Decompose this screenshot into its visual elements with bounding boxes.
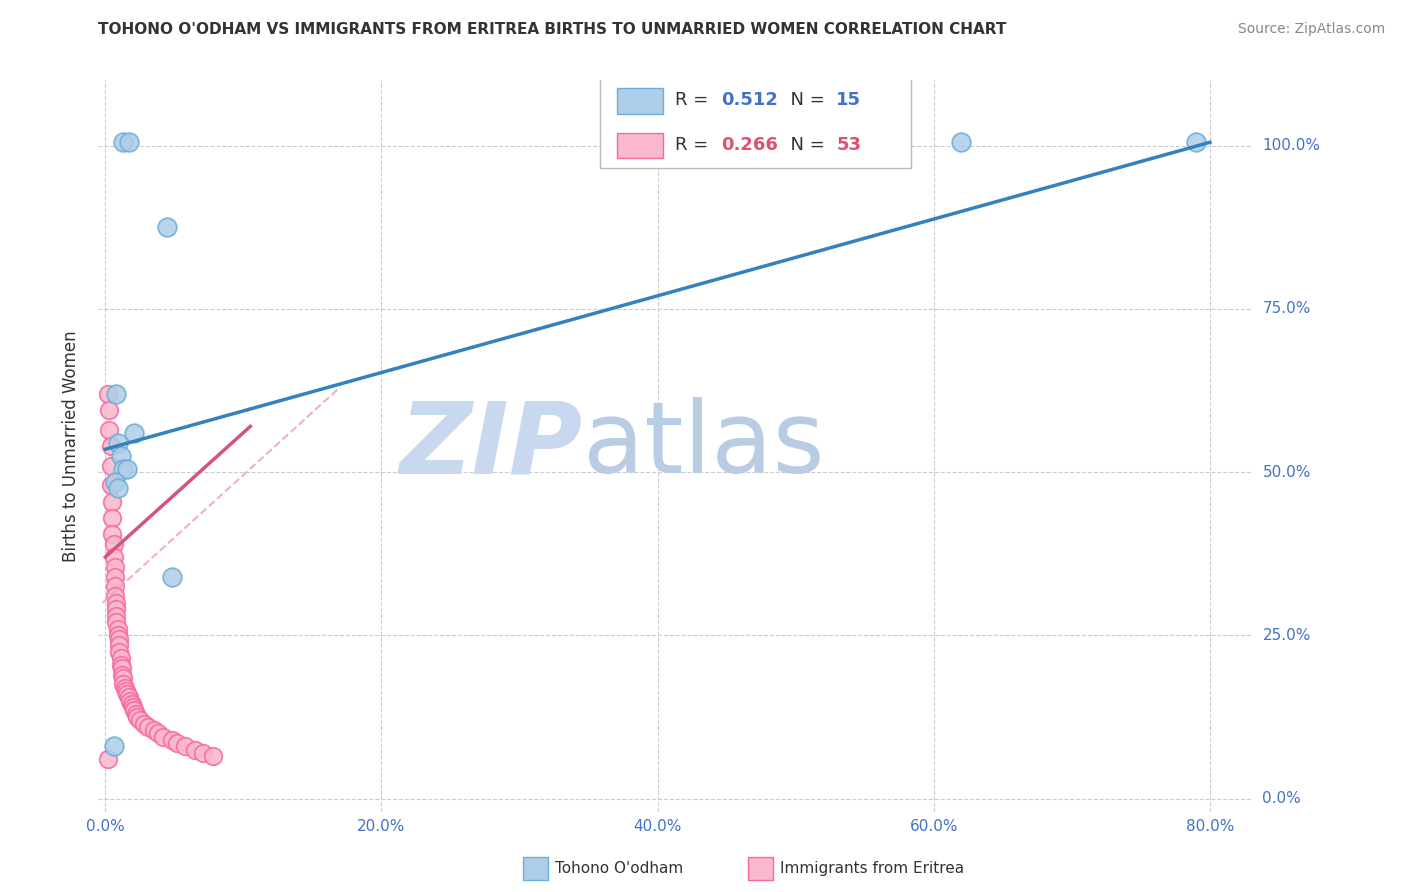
Point bbox=[160, 569, 183, 583]
Point bbox=[104, 579, 127, 593]
Text: 15: 15 bbox=[837, 91, 862, 110]
Point bbox=[107, 435, 129, 450]
Text: N =: N = bbox=[779, 136, 830, 154]
Point bbox=[112, 462, 135, 476]
Point bbox=[105, 608, 128, 623]
Point bbox=[101, 494, 124, 508]
Point bbox=[105, 602, 128, 616]
Point bbox=[108, 632, 131, 646]
Point bbox=[112, 136, 135, 150]
Point bbox=[125, 710, 148, 724]
Point bbox=[100, 439, 122, 453]
Point bbox=[146, 726, 169, 740]
Point bbox=[107, 628, 129, 642]
Point bbox=[122, 700, 145, 714]
Text: 75.0%: 75.0% bbox=[1263, 301, 1310, 317]
Point bbox=[136, 720, 159, 734]
Point bbox=[104, 559, 127, 574]
Point bbox=[97, 386, 120, 401]
Point bbox=[112, 677, 135, 691]
Point bbox=[110, 657, 132, 672]
Point bbox=[118, 136, 141, 150]
Point bbox=[124, 704, 146, 718]
Point bbox=[193, 746, 215, 760]
Point bbox=[110, 449, 132, 463]
Y-axis label: Births to Unmarried Women: Births to Unmarried Women bbox=[62, 330, 80, 562]
Point bbox=[107, 622, 129, 636]
Point bbox=[100, 458, 122, 473]
Point bbox=[111, 667, 134, 681]
Point bbox=[142, 723, 165, 737]
Point bbox=[108, 645, 131, 659]
Point bbox=[115, 684, 138, 698]
Point bbox=[105, 386, 128, 401]
Point bbox=[101, 527, 124, 541]
Point bbox=[110, 651, 132, 665]
Point bbox=[125, 706, 148, 721]
Point bbox=[117, 462, 139, 476]
Point bbox=[107, 482, 129, 496]
Point bbox=[98, 423, 121, 437]
Text: atlas: atlas bbox=[582, 398, 824, 494]
Point bbox=[202, 749, 225, 764]
Point bbox=[132, 716, 155, 731]
Point bbox=[121, 697, 143, 711]
Point bbox=[124, 425, 146, 440]
Point bbox=[950, 136, 973, 150]
Point bbox=[103, 549, 125, 564]
Point bbox=[120, 694, 142, 708]
Text: Immigrants from Eritrea: Immigrants from Eritrea bbox=[780, 862, 965, 876]
FancyBboxPatch shape bbox=[600, 73, 911, 168]
Point bbox=[111, 661, 134, 675]
Point bbox=[184, 742, 207, 756]
Point bbox=[101, 511, 124, 525]
Point bbox=[156, 220, 179, 235]
Text: ZIP: ZIP bbox=[399, 398, 582, 494]
Text: 0.266: 0.266 bbox=[721, 136, 778, 154]
Text: 50.0%: 50.0% bbox=[1263, 465, 1310, 480]
Text: 0.512: 0.512 bbox=[721, 91, 778, 110]
Point bbox=[118, 690, 141, 705]
Point bbox=[114, 681, 136, 695]
Point bbox=[1185, 136, 1208, 150]
Text: Tohono O'odham: Tohono O'odham bbox=[555, 862, 683, 876]
Point bbox=[103, 537, 125, 551]
Point bbox=[105, 615, 128, 630]
Point bbox=[104, 569, 127, 583]
Point bbox=[117, 687, 139, 701]
Text: 25.0%: 25.0% bbox=[1263, 628, 1310, 643]
Point bbox=[152, 730, 174, 744]
Point bbox=[100, 478, 122, 492]
Text: 53: 53 bbox=[837, 136, 862, 154]
Text: N =: N = bbox=[779, 91, 830, 110]
Point bbox=[174, 739, 197, 754]
Point bbox=[128, 714, 150, 728]
Point bbox=[112, 671, 135, 685]
Text: Source: ZipAtlas.com: Source: ZipAtlas.com bbox=[1237, 22, 1385, 37]
Point bbox=[160, 732, 183, 747]
Point bbox=[166, 736, 188, 750]
Point bbox=[97, 752, 120, 766]
FancyBboxPatch shape bbox=[617, 88, 664, 113]
Point bbox=[104, 589, 127, 603]
Text: 0.0%: 0.0% bbox=[1263, 791, 1301, 806]
Point bbox=[108, 638, 131, 652]
Text: R =: R = bbox=[675, 136, 714, 154]
Text: 100.0%: 100.0% bbox=[1263, 138, 1320, 153]
Point bbox=[98, 403, 121, 417]
Point bbox=[105, 596, 128, 610]
Text: R =: R = bbox=[675, 91, 714, 110]
Point bbox=[104, 475, 127, 489]
FancyBboxPatch shape bbox=[617, 133, 664, 158]
Text: TOHONO O'ODHAM VS IMMIGRANTS FROM ERITREA BIRTHS TO UNMARRIED WOMEN CORRELATION : TOHONO O'ODHAM VS IMMIGRANTS FROM ERITRE… bbox=[98, 22, 1007, 37]
Point bbox=[103, 739, 125, 754]
